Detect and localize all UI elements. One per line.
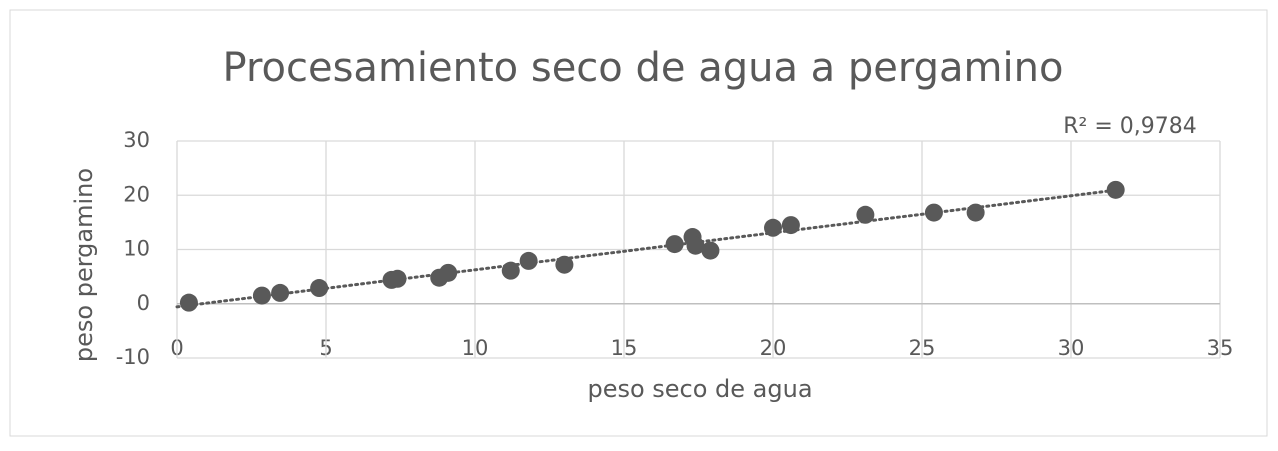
point (701, 241, 720, 260)
point (856, 205, 875, 224)
point (388, 269, 407, 288)
point (1106, 180, 1125, 199)
point (555, 255, 574, 274)
point (966, 203, 985, 222)
point (665, 235, 684, 254)
point (252, 286, 271, 305)
r-squared: R² = 0,9784 (1063, 114, 1197, 139)
point (924, 203, 943, 222)
point (764, 218, 782, 237)
chart-border (9, 9, 1268, 437)
y-tick-label: -10 (116, 345, 150, 369)
point (501, 261, 520, 280)
point (439, 263, 458, 282)
point (519, 251, 538, 270)
point (686, 236, 705, 255)
point (271, 283, 290, 302)
y-tick-label: 30 (123, 128, 150, 152)
x-axis-label: peso seco de agua (587, 375, 812, 403)
point (310, 279, 329, 298)
point (179, 293, 198, 312)
y-tick-label: 10 (123, 237, 150, 261)
chart-title: Procesamiento seco de agua a pergamino (223, 45, 1064, 91)
y-axis-label: peso pergamino (70, 168, 98, 362)
trendline (175, 188, 1118, 309)
point (781, 216, 800, 235)
y-tick-label: 0 (137, 291, 150, 315)
y-tick-label: 20 (123, 182, 150, 206)
